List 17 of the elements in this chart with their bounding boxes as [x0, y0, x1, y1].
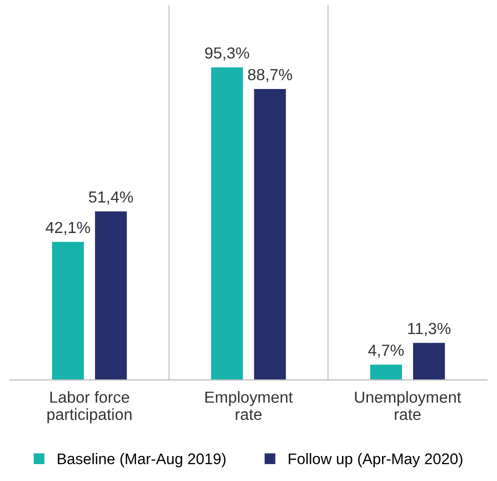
data-label: 51,4%	[88, 191, 134, 205]
bar	[211, 67, 243, 380]
bar	[413, 342, 445, 380]
bar	[254, 88, 286, 380]
x-tick-label: Unemployment rate	[355, 391, 462, 420]
data-label: 42,1%	[46, 222, 90, 236]
x-tick-label: Labor force participation	[47, 391, 132, 424]
data-label: 88,7%	[248, 68, 292, 82]
data-label: 11,3%	[408, 322, 450, 336]
bar	[370, 364, 402, 380]
bar	[95, 211, 127, 380]
legend-label: Follow up (Apr-May 2020)	[288, 453, 462, 468]
data-label: 4,7%	[368, 344, 404, 358]
legend-label: Baseline (Mar-Aug 2019)	[58, 453, 226, 468]
x-tick-label: Employment rate	[205, 391, 293, 420]
data-label: 95,3%	[205, 47, 250, 61]
bar	[52, 242, 84, 380]
